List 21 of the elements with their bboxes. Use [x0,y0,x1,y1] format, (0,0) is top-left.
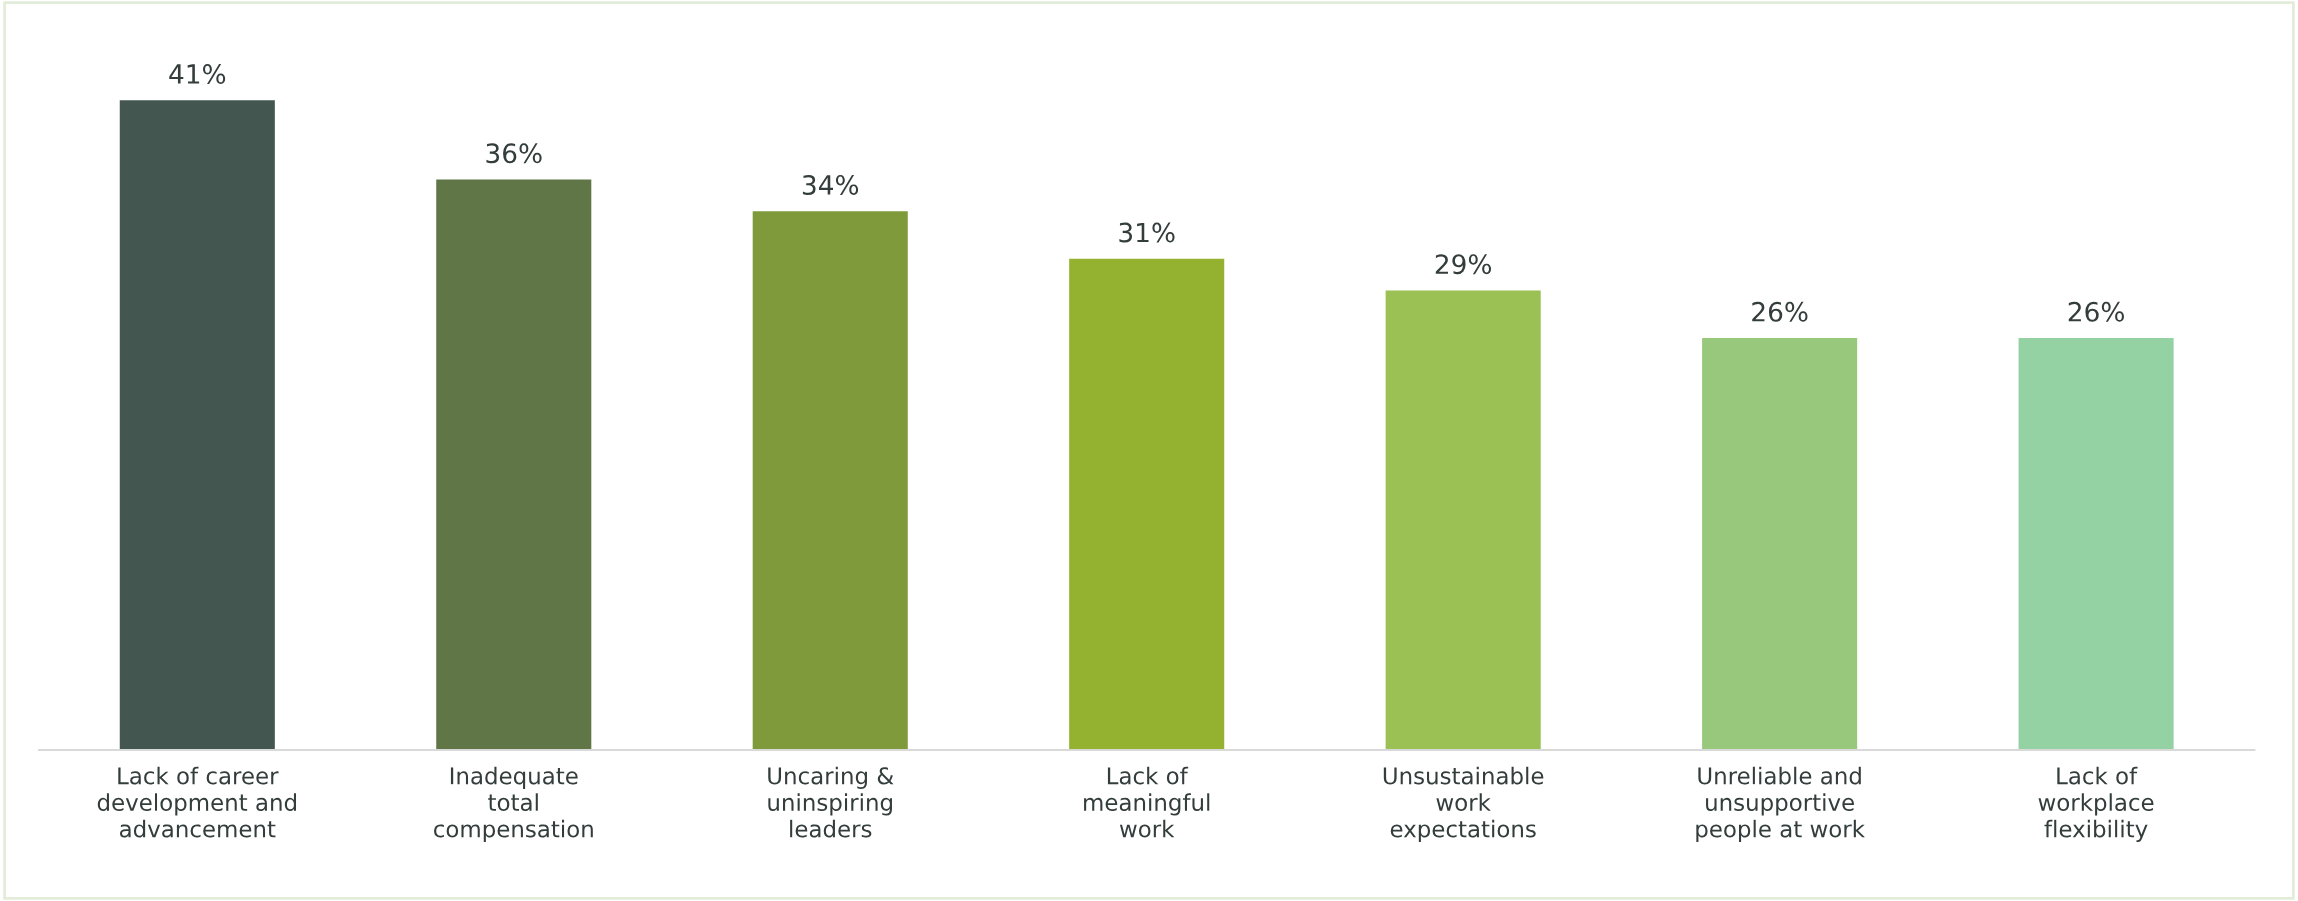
data-label: 26% [2068,301,2124,322]
x-tick-label: Lack of meaningful work [1084,766,1210,838]
data-label: 34% [802,174,859,195]
x-tick-label: Uncaring & uninspiring leaders [768,766,894,838]
x-tick-label: Unsustainable work expectations [1383,766,1544,842]
x-tick-label: Inadequate total compensation [434,766,593,842]
bar [1702,337,1858,751]
bar [119,100,275,751]
x-tick-label: Lack of workplace flexibility [2038,766,2154,842]
bar [1069,258,1225,751]
bar [2018,337,2174,751]
data-label: 26% [1752,301,1808,322]
x-tick-label: Lack of career development and advancement [97,766,296,838]
data-label: 29% [1435,254,1492,275]
data-label: 36% [486,143,542,164]
data-label: 31% [1119,222,1175,243]
bar [436,179,592,751]
bar [1385,290,1541,751]
bar [752,211,908,751]
data-label: 41% [169,64,226,84]
x-tick-label: Unreliable and unsupportive people at work [1696,766,1865,842]
